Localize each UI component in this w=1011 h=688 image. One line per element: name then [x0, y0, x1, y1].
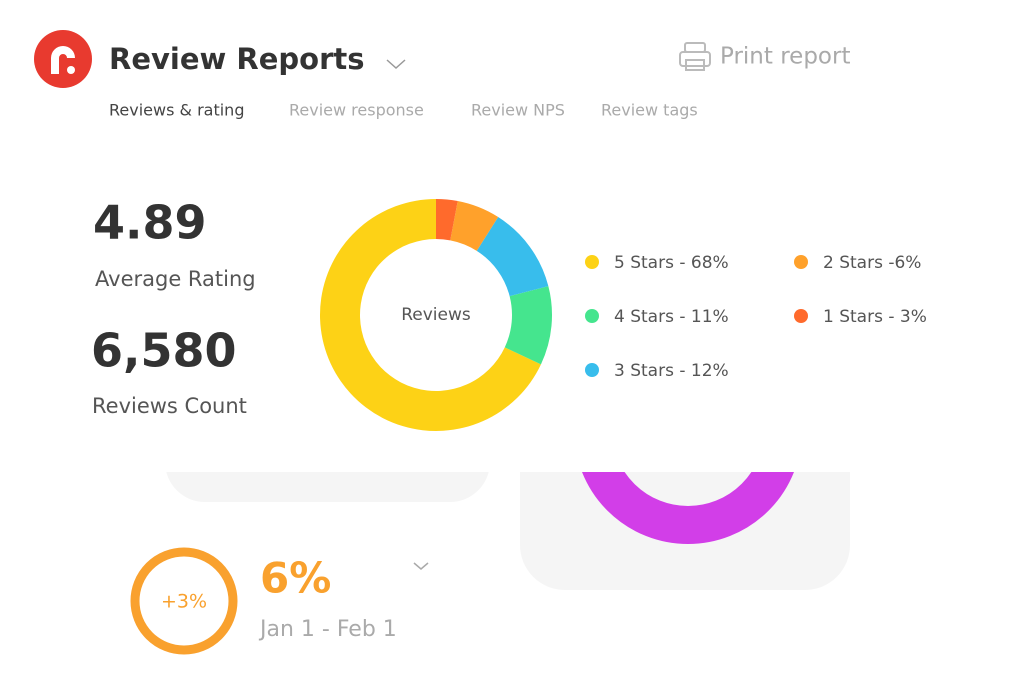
- title-chevron[interactable]: [386, 59, 406, 70]
- legend-label: 4 Stars - 11%: [614, 307, 729, 327]
- stat-label: Average Rating: [95, 267, 256, 291]
- legend-label: 3 Stars - 12%: [614, 361, 729, 381]
- legend-dot: [585, 363, 599, 377]
- page-title: Review Reports: [109, 42, 365, 76]
- donut-slice: [320, 199, 541, 431]
- print-button[interactable]: Print report: [720, 44, 850, 70]
- card-value: 6%: [260, 554, 331, 603]
- card-chevron[interactable]: [413, 562, 429, 570]
- donut-slice: [504, 286, 552, 365]
- donut-slice: [450, 201, 499, 251]
- tab[interactable]: Reviews & rating: [109, 101, 244, 120]
- donut-center-label: Reviews: [401, 305, 471, 325]
- logo: [34, 30, 92, 88]
- tab[interactable]: Review response: [289, 101, 424, 120]
- badge-text: +3%: [161, 591, 207, 613]
- print-icon: [679, 42, 711, 71]
- stat-label: Reviews Count: [92, 394, 247, 418]
- donut-slice: [476, 217, 549, 297]
- stat-value: 4.89: [93, 196, 207, 250]
- legend-dot: [794, 309, 808, 323]
- legend-label: 5 Stars - 68%: [614, 253, 729, 273]
- legend-dot: [585, 255, 599, 269]
- badge-ring: [130, 547, 238, 655]
- legend-label: 1 Stars - 3%: [823, 307, 927, 327]
- tab[interactable]: Review NPS: [471, 101, 565, 120]
- card-period: Jan 1 - Feb 1: [258, 617, 397, 642]
- tab[interactable]: Review tags: [601, 101, 698, 120]
- legend-dot: [794, 255, 808, 269]
- legend-label: 2 Stars -6%: [823, 253, 921, 273]
- logo-dot: [67, 66, 75, 74]
- logo-mark: [51, 46, 75, 74]
- stat-value: 6,580: [91, 324, 237, 378]
- donut-slice: [436, 199, 458, 241]
- legend-dot: [585, 309, 599, 323]
